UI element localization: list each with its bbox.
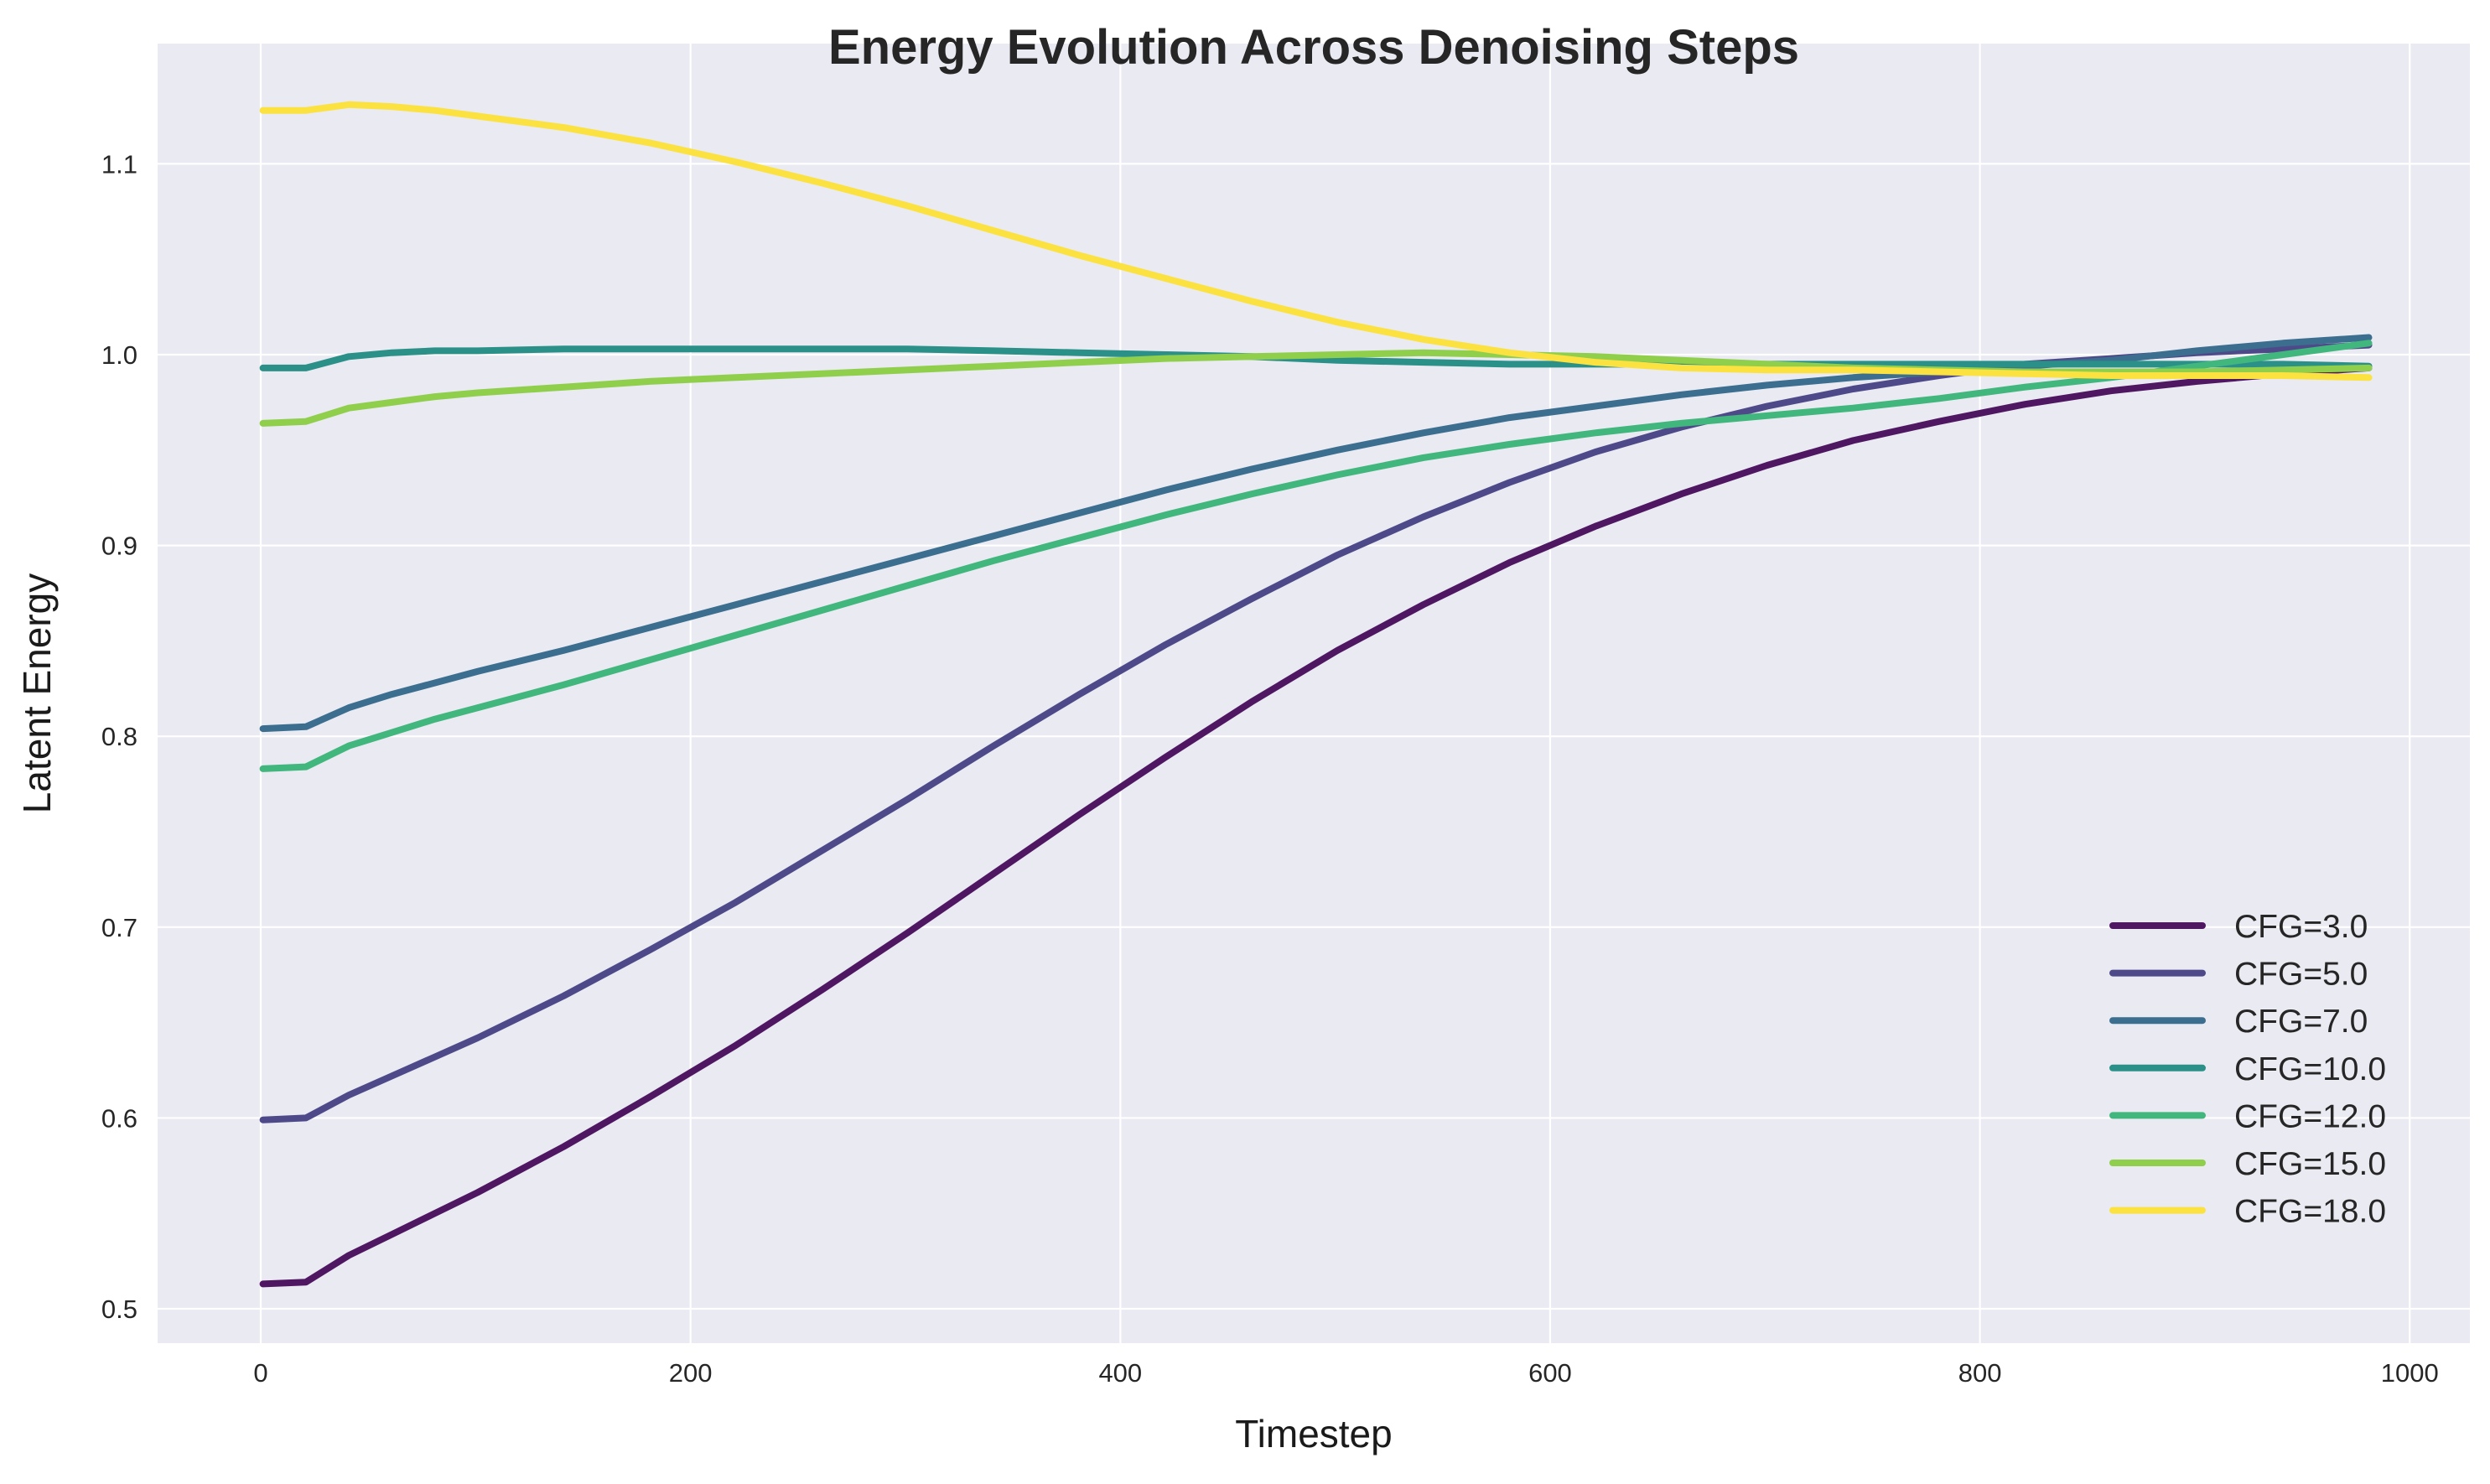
legend-label: CFG=10.0 [2234, 1051, 2386, 1087]
y-tick-label: 0.5 [101, 1295, 137, 1324]
legend-label: CFG=15.0 [2234, 1146, 2386, 1182]
grid [158, 44, 2470, 1343]
series-line-cfg-18-0 [259, 101, 2373, 381]
y-axis-label: Latent Energy [15, 573, 59, 813]
x-axis-label: Timestep [1235, 1412, 1392, 1455]
y-tick-label: 0.9 [101, 532, 137, 561]
x-axis-ticks: 0 200 400 600 800 1000 [253, 1358, 2438, 1388]
y-tick-label: 1.1 [101, 149, 137, 179]
legend-label: CFG=5.0 [2234, 957, 2368, 993]
legend: CFG=3.0 CFG=5.0 CFG=7.0 CFG=10.0 CFG=12.0 CFG… [2109, 909, 2386, 1230]
legend-label: CFG=18.0 [2234, 1194, 2386, 1230]
x-tick-label: 200 [669, 1358, 713, 1388]
series-line-cfg-3-0 [259, 364, 2373, 1288]
x-tick-label: 400 [1098, 1358, 1142, 1388]
y-tick-label: 0.8 [101, 722, 137, 751]
series-group [259, 101, 2373, 1288]
legend-label: CFG=7.0 [2234, 1004, 2368, 1040]
x-tick-label: 1000 [2381, 1358, 2439, 1388]
y-tick-label: 0.7 [101, 913, 137, 942]
y-axis-ticks: 0.5 0.6 0.7 0.8 0.9 1.0 1.1 [101, 149, 137, 1324]
chart-title: Energy Evolution Across Denoising Steps [828, 20, 1799, 75]
legend-label: CFG=3.0 [2234, 909, 2368, 945]
x-tick-label: 800 [1958, 1358, 2002, 1388]
y-tick-label: 1.0 [101, 340, 137, 370]
y-tick-label: 0.6 [101, 1103, 137, 1133]
x-tick-label: 600 [1528, 1358, 1572, 1388]
plot-area [158, 44, 2470, 1343]
x-tick-label: 0 [253, 1358, 267, 1388]
series-line-cfg-12-0 [259, 340, 2373, 772]
legend-label: CFG=12.0 [2234, 1098, 2386, 1134]
